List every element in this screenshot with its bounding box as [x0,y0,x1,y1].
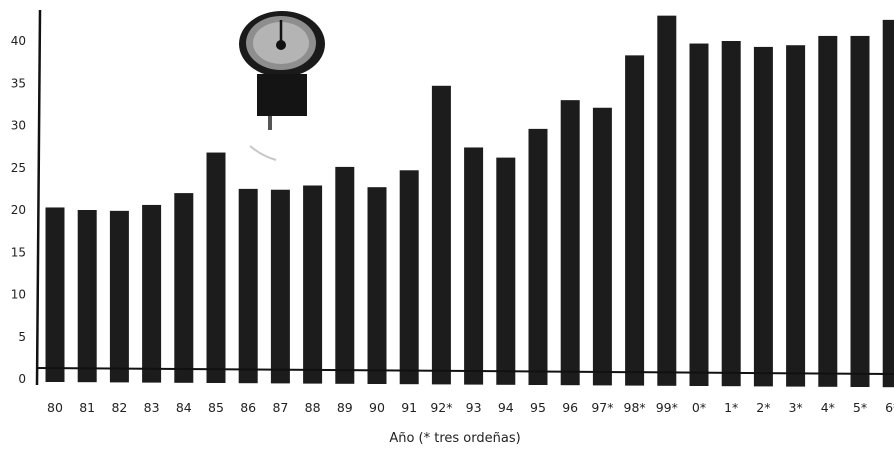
bar [303,185,323,384]
x-tick-label: 84 [176,400,192,415]
x-tick-label: 91 [401,400,417,415]
bar [174,193,194,383]
x-tick-label: 3* [788,400,802,415]
bar [431,85,451,385]
x-tick-label: 95 [530,400,546,415]
bar [592,107,612,386]
y-tick-label: 35 [11,76,26,90]
x-baseline [36,367,894,375]
x-tick-label: 98* [624,400,646,415]
bar [367,187,387,384]
x-tick-label: 0* [692,400,706,415]
bar [625,55,645,386]
bar [528,128,548,385]
x-tick-labels: 80 81 82 83 84 85 86 87 88 89 90 91 92* 93 94 95 96 97* 98… [47,400,894,415]
x-tick-label: 97* [591,400,613,415]
bar [818,35,838,387]
bar [850,35,870,388]
y-axis-line [35,9,42,386]
y-tick-label: 40 [11,34,26,48]
x-tick-label: 96 [562,400,578,415]
x-tick-label: 4* [821,400,835,415]
bar [238,188,258,384]
bar [560,100,580,386]
x-tick-label: 90 [369,400,385,415]
y-tick-label: 25 [11,161,26,175]
bar [496,157,516,385]
bar [109,210,129,383]
x-tick-label: 89 [337,400,353,415]
x-tick-label: 5* [853,400,867,415]
bar [689,43,709,386]
y-tick-label: 5 [18,330,26,344]
bar [45,207,65,382]
x-tick-label: 83 [144,400,160,415]
bar [657,15,677,386]
x-tick-label: 85 [208,400,224,415]
y-tick-label: 10 [11,288,26,302]
bar [464,147,484,385]
bar [882,19,894,388]
bar [206,152,226,383]
x-tick-label: 99* [656,400,678,415]
x-tick-label: 82 [111,400,127,415]
bar [721,41,741,387]
x-tick-label: 81 [79,400,95,415]
bars [45,15,894,388]
x-tick-label: 1* [724,400,738,415]
bar [786,45,806,387]
x-tick-label: 93 [466,400,482,415]
bar [335,166,355,384]
x-tick-label: 94 [498,400,514,415]
bar [77,210,97,383]
x-tick-label: 87 [272,400,288,415]
y-tick-label: 30 [11,119,26,133]
x-tick-label: 88 [305,400,321,415]
bar [270,189,290,384]
x-tick-label: 86 [240,400,256,415]
y-tick-label: 0 [18,372,26,386]
x-tick-label: 80 [47,400,63,415]
x-tick-label: 2* [756,400,770,415]
y-axis [35,9,42,386]
bar [399,170,419,385]
x-tick-label: 6* [885,400,894,415]
y-tick-labels: 0 5 10 15 20 25 30 35 40 [11,34,26,386]
x-tick-label: 92* [430,400,452,415]
y-tick-label: 20 [11,203,26,217]
milk-meter-icon [239,11,325,161]
bar [142,204,162,383]
bar [753,46,773,387]
y-tick-label: 15 [11,245,26,259]
x-axis-title: Año (* tres ordeñas) [389,431,520,446]
